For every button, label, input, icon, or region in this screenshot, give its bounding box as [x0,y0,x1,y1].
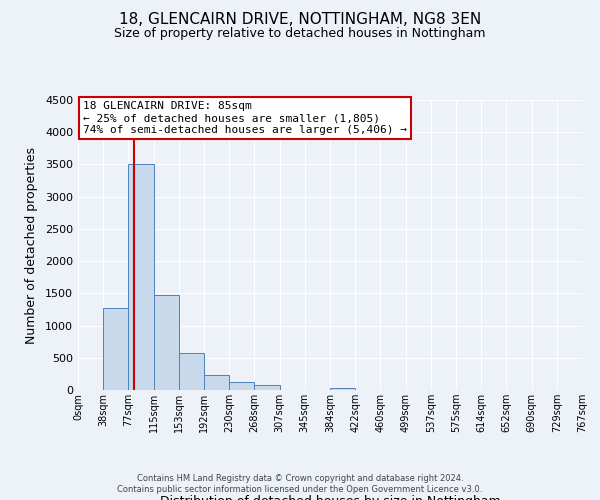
Text: 18, GLENCAIRN DRIVE, NOTTINGHAM, NG8 3EN: 18, GLENCAIRN DRIVE, NOTTINGHAM, NG8 3EN [119,12,481,28]
Bar [103,308,128,390]
Bar [128,164,154,390]
Y-axis label: Number of detached properties: Number of detached properties [25,146,38,344]
Bar [254,385,280,390]
Text: Contains HM Land Registry data © Crown copyright and database right 2024.
Contai: Contains HM Land Registry data © Crown c… [118,474,482,494]
Text: 18 GLENCAIRN DRIVE: 85sqm
← 25% of detached houses are smaller (1,805)
74% of se: 18 GLENCAIRN DRIVE: 85sqm ← 25% of detac… [83,102,407,134]
Bar [330,388,355,390]
Bar [204,374,229,390]
Bar [229,382,254,390]
Bar [154,294,179,390]
Bar [179,352,204,390]
X-axis label: Distribution of detached houses by size in Nottingham: Distribution of detached houses by size … [160,495,500,500]
Text: Size of property relative to detached houses in Nottingham: Size of property relative to detached ho… [114,28,486,40]
